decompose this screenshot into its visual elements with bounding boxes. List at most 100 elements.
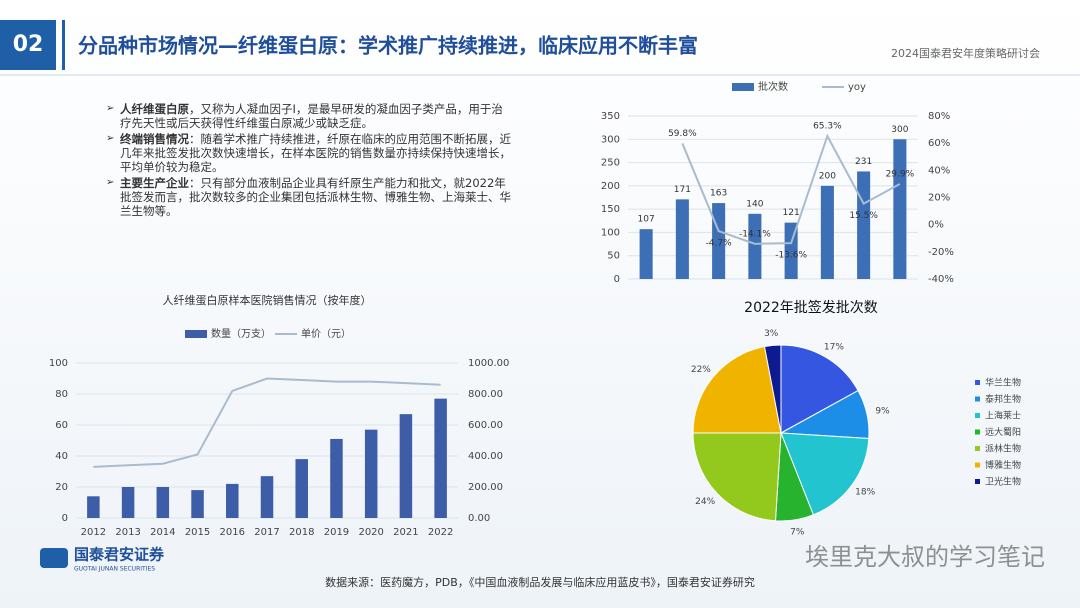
logo-text: 国泰君安证券 <box>74 546 165 564</box>
y2-tick-label: 60% <box>928 138 950 149</box>
chart-title: 人纤维蛋白原样本医院销售情况（按年度） <box>163 293 372 307</box>
legend-label: 上海莱士 <box>985 410 1021 422</box>
legend-label: 华兰生物 <box>985 377 1021 389</box>
section-number: 02 <box>13 32 44 57</box>
y-tick-label: 100 <box>601 227 620 238</box>
bullet-list: 人纤维蛋白原，又称为人凝血因子Ⅰ，是最早研发的凝血因子类产品，用于治疗先天性或后… <box>106 102 513 220</box>
data-label: 3% <box>764 329 779 339</box>
bar <box>330 438 343 518</box>
legend-swatch <box>975 446 980 451</box>
x-tick-label: 2015 <box>185 527 210 538</box>
data-label: 121 <box>783 208 800 218</box>
y2-tick-label: -40% <box>928 274 954 285</box>
legend-swatch <box>975 462 980 468</box>
y-tick-label: 0 <box>614 274 620 285</box>
y-tick-label: 350 <box>601 111 620 122</box>
pie-slice <box>780 344 859 434</box>
y-tick-label: 200 <box>601 181 620 192</box>
logo-mark <box>40 548 68 568</box>
data-label: 7% <box>790 527 805 537</box>
bullet-label: 终端销售情况 <box>120 132 189 146</box>
legend-swatch <box>185 330 207 338</box>
slide-title: 分品种市场情况—纤维蛋白原：学术推广持续推进，临床应用不断丰富 <box>78 34 698 58</box>
legend-swatch <box>975 396 980 402</box>
x-tick-label: 2012 <box>81 527 106 538</box>
legend-swatch <box>975 413 980 418</box>
legend-swatch <box>975 479 980 484</box>
bullet: 人纤维蛋白原，又称为人凝血因子Ⅰ，是最早研发的凝血因子类产品，用于治疗先天性或后… <box>106 102 513 130</box>
x-tick-label: 2022 <box>428 527 453 538</box>
data-label: 24% <box>695 497 715 507</box>
y2-tick-label: 40% <box>928 165 950 176</box>
event-name: 2024国泰君安年度策略研讨会 <box>891 46 1040 60</box>
y-tick-label: 300 <box>601 134 620 145</box>
bar <box>434 398 447 518</box>
legend-label: 数量（万支） <box>211 327 271 340</box>
bar <box>748 213 762 279</box>
bar <box>893 139 907 279</box>
bar <box>295 459 308 518</box>
x-tick-label: 2018 <box>289 527 314 538</box>
x-tick-label: 2014 <box>150 527 175 538</box>
legend-label: 博雅生物 <box>985 459 1021 471</box>
legend-label: 批次数 <box>758 80 788 93</box>
data-label: 300 <box>891 125 908 135</box>
data-label: -4.7% <box>706 239 733 249</box>
y2-tick-label: 20% <box>928 193 950 204</box>
section-badge <box>0 20 56 70</box>
chart-title: 2022年批签发批次数 <box>744 299 878 316</box>
data-label: 15.5% <box>849 211 878 221</box>
data-label: 140 <box>746 199 763 209</box>
bar <box>364 429 378 518</box>
y2-tick-label: 80% <box>928 111 950 122</box>
bar <box>675 199 689 279</box>
bar <box>260 476 274 518</box>
y-tick-label: 60 <box>55 420 68 431</box>
x-tick-label: 2019 <box>324 527 349 538</box>
line-series <box>93 377 441 468</box>
legend-swatch <box>975 380 980 385</box>
legend-label: 远大蜀阳 <box>985 426 1021 438</box>
y-tick-label: 20 <box>55 482 68 493</box>
data-label: 171 <box>674 185 691 195</box>
y2-tick-label: 800.00 <box>468 389 503 400</box>
pie-slice <box>763 344 782 434</box>
bar <box>226 483 239 518</box>
data-label: 200 <box>819 171 836 181</box>
legend-label: yoy <box>848 82 866 93</box>
bar <box>87 496 100 518</box>
source-note: 数据来源：医药魔方，PDB，《中国血液制品发展与临床应用蓝皮书》，国泰君安证券研… <box>325 575 755 589</box>
bar <box>191 490 204 518</box>
logo-subtext: GUOTAI JUNAN SECURITIES <box>74 566 155 573</box>
bar <box>820 185 834 279</box>
bar <box>121 487 135 518</box>
legend-label: 单价（元） <box>301 328 351 340</box>
bar <box>399 414 413 518</box>
bar <box>784 222 798 279</box>
x-tick-label: 2013 <box>115 527 140 538</box>
y2-tick-label: 0.00 <box>468 513 490 524</box>
y-tick-label: 0 <box>62 513 68 524</box>
y-tick-label: 40 <box>55 451 68 462</box>
y2-tick-label: 200.00 <box>468 482 503 493</box>
x-tick-label: 2017 <box>254 527 279 538</box>
y-tick-label: 100 <box>49 358 68 369</box>
data-label: 163 <box>710 189 727 199</box>
y-tick-label: 150 <box>601 204 620 215</box>
bullet-text: ：随着学术推广持续推进，纤原在临床的应用范围不断拓展，近几年来批签发批次数快速增… <box>120 132 511 174</box>
data-label: 59.8% <box>668 129 697 139</box>
legend-label: 派林生物 <box>985 443 1021 455</box>
x-tick-label: 2020 <box>358 527 383 538</box>
data-label: 22% <box>691 365 711 375</box>
watermark: 埃里克大叔的学习笔记 <box>805 543 1045 571</box>
data-label: 9% <box>875 407 890 417</box>
bullet: 主要生产企业：只有部分血液制品企业具有纤原生产能力和批文，就2022年批签发而言… <box>106 176 513 218</box>
legend-label: 卫光生物 <box>985 476 1021 488</box>
title-bar <box>62 20 65 70</box>
bullet-text: ，又称为人凝血因子Ⅰ，是最早研发的凝血因子类产品，用于治疗先天性或后天获得性纤维… <box>120 102 503 130</box>
bullet: 终端销售情况：随着学术推广持续推进，纤原在临床的应用范围不断拓展，近几年来批签发… <box>106 132 513 174</box>
pie-slice <box>780 432 870 516</box>
pie-slice <box>692 432 782 522</box>
y-tick-label: 80 <box>55 389 68 400</box>
legend-label: 泰邦生物 <box>985 393 1021 405</box>
